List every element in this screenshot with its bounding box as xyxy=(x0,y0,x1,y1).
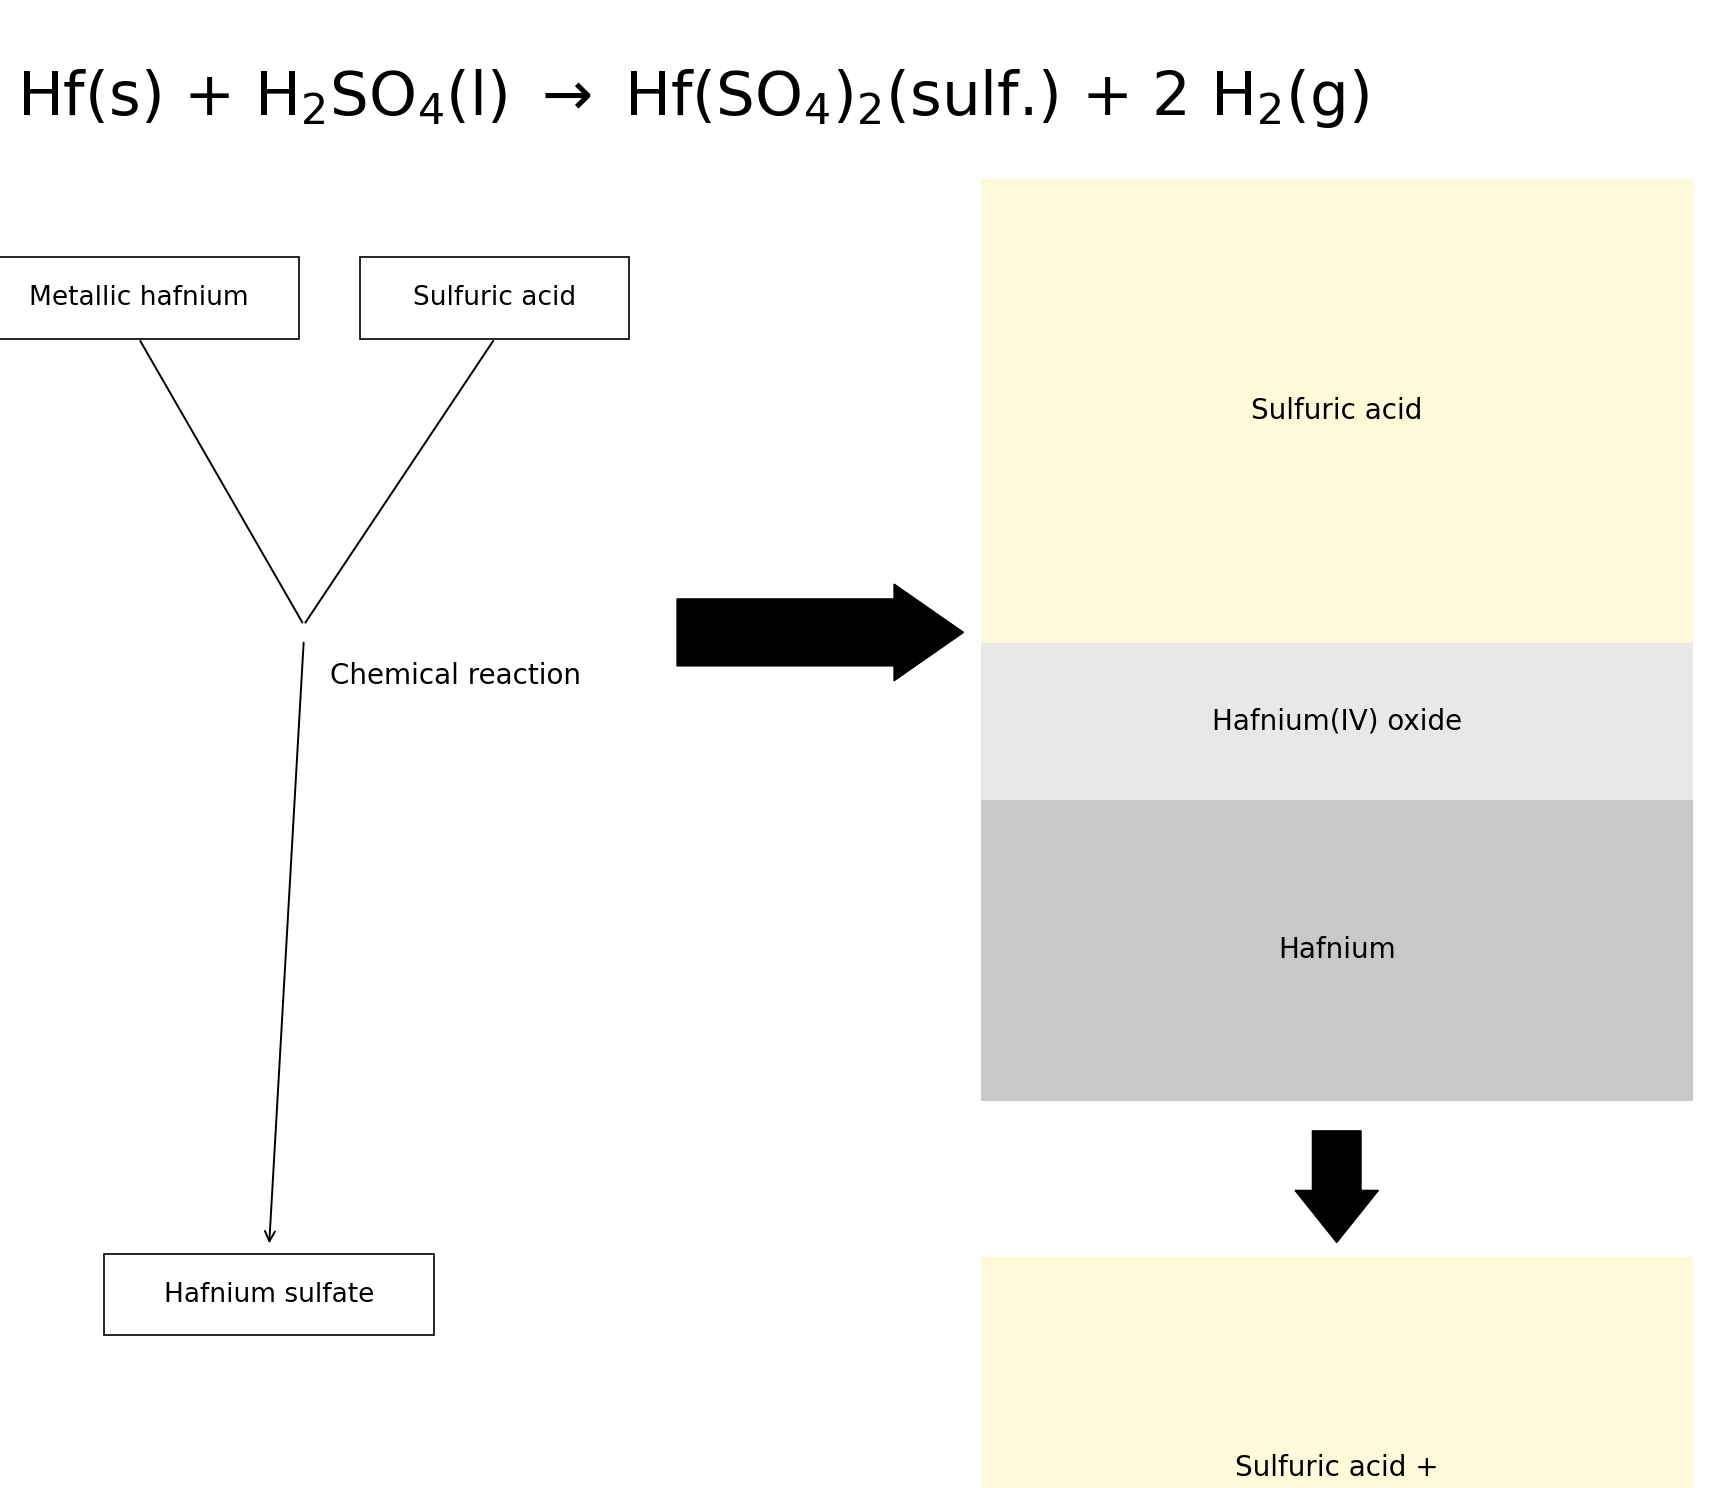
Text: Hafnium: Hafnium xyxy=(1278,936,1396,964)
Bar xyxy=(981,799,1693,1101)
Text: Hafnium(IV) oxide: Hafnium(IV) oxide xyxy=(1212,707,1462,735)
Text: Chemical reaction: Chemical reaction xyxy=(330,662,582,690)
Bar xyxy=(359,256,628,338)
Bar xyxy=(981,179,1693,643)
FancyArrow shape xyxy=(677,583,963,680)
Text: Hf(s) + H$_2$SO$_4$(l) $\rightarrow$ Hf(SO$_4$)$_2$(sulf.) + 2 H$_2$(g): Hf(s) + H$_2$SO$_4$(l) $\rightarrow$ Hf(… xyxy=(17,67,1370,129)
Text: Sulfuric acid +
Hafnium sulfate: Sulfuric acid + Hafnium sulfate xyxy=(1226,1454,1448,1488)
Bar xyxy=(981,643,1693,799)
Bar xyxy=(104,1253,434,1336)
Bar xyxy=(981,1257,1693,1488)
Text: Hafnium sulfate: Hafnium sulfate xyxy=(163,1281,375,1308)
Bar xyxy=(0,256,299,338)
FancyArrow shape xyxy=(1295,1131,1378,1242)
Text: Sulfuric acid: Sulfuric acid xyxy=(413,284,576,311)
Text: Metallic hafnium: Metallic hafnium xyxy=(30,284,248,311)
Text: Sulfuric acid: Sulfuric acid xyxy=(1252,397,1422,424)
